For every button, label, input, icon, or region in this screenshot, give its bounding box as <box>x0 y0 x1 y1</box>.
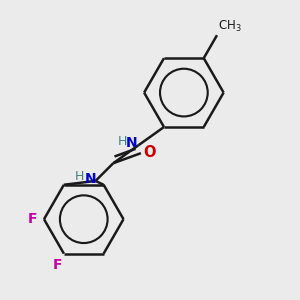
Text: F: F <box>28 212 37 226</box>
Text: F: F <box>53 258 63 272</box>
Text: CH$_3$: CH$_3$ <box>218 19 242 34</box>
Text: O: O <box>143 145 155 160</box>
Text: H: H <box>118 135 127 148</box>
Text: N: N <box>84 172 96 187</box>
Text: N: N <box>125 136 137 150</box>
Text: H: H <box>75 170 84 183</box>
